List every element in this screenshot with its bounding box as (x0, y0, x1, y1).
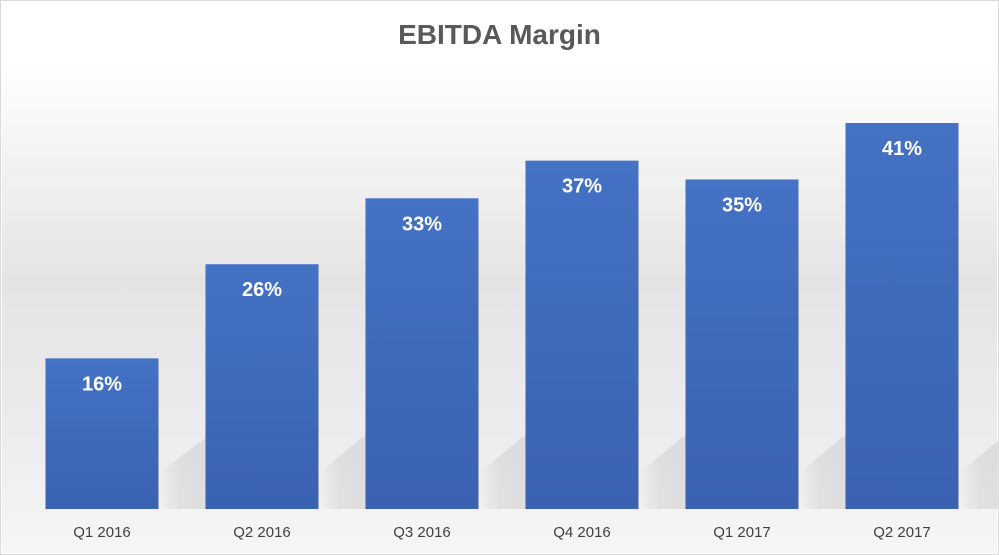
bar-value-label: 16% (82, 373, 122, 395)
bar-q4-2016 (525, 160, 639, 509)
bar-q1-2016 (45, 358, 159, 509)
x-tick-label: Q2 2016 (233, 524, 291, 541)
bar-value-label: 35% (722, 194, 762, 216)
bar-q2-2016 (205, 264, 319, 509)
bars (45, 123, 959, 510)
x-tick-label: Q2 2017 (873, 524, 931, 541)
bar-shadow (958, 441, 998, 509)
bar-value-label: 26% (242, 279, 282, 301)
bar-value-label: 37% (562, 176, 602, 198)
bar-q2-2017 (845, 123, 959, 509)
x-axis-tick-labels: Q1 2016 Q2 2016 Q3 2016 Q4 2016 Q1 2017 Q2 20… (73, 524, 931, 541)
bar-value-label: 41% (882, 138, 922, 160)
chart-title: EBITDA Margin (398, 19, 601, 50)
bar-value-label: 33% (402, 213, 442, 235)
bar-value-labels: 16% 26% 33% 37% 35% 41% (82, 138, 922, 395)
x-tick-label: Q3 2016 (393, 524, 451, 541)
x-tick-label: Q1 2016 (73, 524, 131, 541)
bar-q3-2016 (365, 198, 479, 509)
x-tick-label: Q1 2017 (713, 524, 771, 541)
bar-q1-2017 (685, 179, 799, 510)
x-tick-label: Q4 2016 (553, 524, 611, 541)
